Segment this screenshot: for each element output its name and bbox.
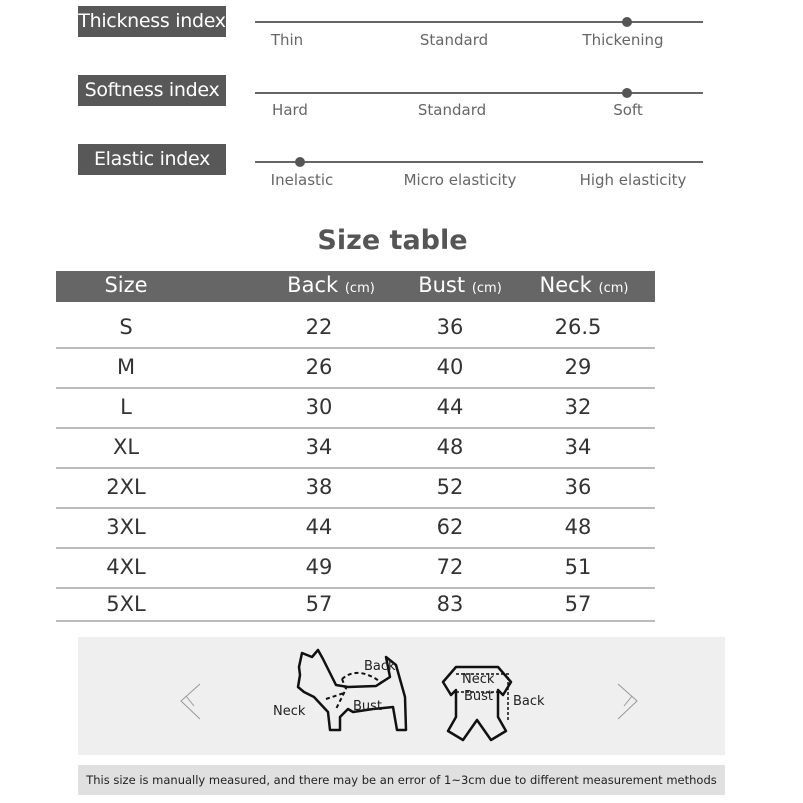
cell-size: XL [112, 435, 140, 459]
table-row: XL 34 48 34 [56, 427, 655, 469]
thickness-option-thickening: Thickening [582, 31, 664, 49]
header-back-unit: (cm) [344, 281, 375, 296]
cell-neck: 26.5 [554, 315, 602, 339]
header-size-label: Size [104, 273, 148, 297]
cell-neck: 57 [564, 592, 592, 616]
softness-index-marker [621, 88, 632, 98]
size-table-title: Size table [317, 225, 468, 256]
cell-size: 3XL [106, 515, 146, 539]
measurement-diagram: Back Neck Bust Neck Bust Back [78, 637, 725, 755]
prev-arrow-icon [180, 683, 201, 720]
cell-size: S [119, 315, 133, 339]
elastic-index-scale [255, 157, 703, 167]
dog-outline-icon [296, 648, 408, 732]
header-neck: Neck (cm) [540, 273, 629, 297]
cell-back: 49 [305, 555, 333, 579]
dog-back-label: Back [364, 659, 396, 674]
table-row: 4XL 49 72 51 [56, 547, 655, 589]
cell-bust: 83 [436, 592, 464, 616]
softness-index-label: Softness index [78, 75, 226, 106]
table-row: 5XL 57 83 57 [56, 590, 655, 622]
thickness-option-thin: Thin [270, 31, 304, 49]
garment-back-label: Back [513, 694, 545, 709]
softness-index-scale [255, 88, 703, 98]
header-size: Size [104, 273, 147, 297]
softness-option-standard: Standard [417, 101, 487, 119]
garment-neck-label: Neck [462, 672, 495, 687]
cell-neck: 32 [564, 395, 592, 419]
header-neck-label: Neck [539, 273, 592, 297]
header-bust-label: Bust [418, 273, 466, 297]
cell-neck: 29 [564, 355, 592, 379]
header-bust-unit: (cm) [471, 281, 502, 296]
table-row: 3XL 44 62 48 [56, 507, 655, 549]
cell-bust: 62 [436, 515, 464, 539]
dog-bust-label: Bust [353, 699, 382, 714]
dog-neck-label: Neck [273, 704, 306, 719]
table-row: 2XL 38 52 36 [56, 467, 655, 509]
header-back-label: Back [287, 273, 339, 297]
table-row: M 26 40 29 [56, 347, 655, 389]
cell-bust: 52 [436, 475, 464, 499]
table-row: S 22 36 26.5 [56, 307, 655, 349]
elastic-option-inelastic: Inelastic [270, 171, 334, 189]
thickness-option-standard: Standard [419, 31, 489, 49]
cell-back: 57 [305, 592, 333, 616]
cell-size: 5XL [106, 592, 146, 616]
thickness-index-marker [621, 17, 632, 27]
table-row: L 30 44 32 [56, 387, 655, 429]
size-table-header: Size Back (cm) Bust (cm) Neck (cm) [56, 271, 655, 302]
cell-neck: 48 [564, 515, 592, 539]
next-arrow-icon [617, 683, 638, 720]
garment-measure-lines [456, 673, 510, 720]
cell-size: 4XL [106, 555, 146, 579]
softness-option-hard: Hard [272, 101, 308, 119]
header-bust: Bust (cm) [418, 273, 502, 297]
cell-bust: 72 [436, 555, 464, 579]
cell-neck: 34 [564, 435, 592, 459]
cell-bust: 36 [436, 315, 464, 339]
cell-back: 38 [305, 475, 333, 499]
measurement-note: This size is manually measured, and ther… [78, 765, 725, 795]
cell-bust: 40 [436, 355, 464, 379]
cell-bust: 48 [436, 435, 464, 459]
cell-size: L [120, 395, 132, 419]
thickness-index-scale [255, 17, 703, 27]
header-neck-unit: (cm) [598, 281, 629, 296]
diagram-svg: Back Neck Bust Neck Bust Back [180, 648, 638, 742]
header-back: Back (cm) [287, 273, 375, 297]
cell-neck: 51 [564, 555, 592, 579]
elastic-option-micro: Micro elasticity [403, 171, 517, 189]
garment-outline-icon [441, 665, 513, 742]
softness-option-soft: Soft [613, 101, 643, 119]
cell-bust: 44 [436, 395, 464, 419]
cell-size: M [116, 355, 136, 379]
cell-back: 44 [305, 515, 333, 539]
cell-neck: 36 [564, 475, 592, 499]
cell-back: 30 [305, 395, 333, 419]
cell-size: 2XL [106, 475, 146, 499]
thickness-index-label: Thickness index [78, 6, 226, 37]
cell-back: 22 [305, 315, 333, 339]
elastic-index-label: Elastic index [78, 144, 226, 175]
elastic-option-high: High elasticity [579, 171, 687, 189]
garment-bust-label: Bust [464, 689, 493, 704]
cell-back: 26 [305, 355, 333, 379]
dog-measure-lines [325, 672, 383, 710]
cell-back: 34 [305, 435, 333, 459]
elastic-index-marker [294, 157, 305, 167]
